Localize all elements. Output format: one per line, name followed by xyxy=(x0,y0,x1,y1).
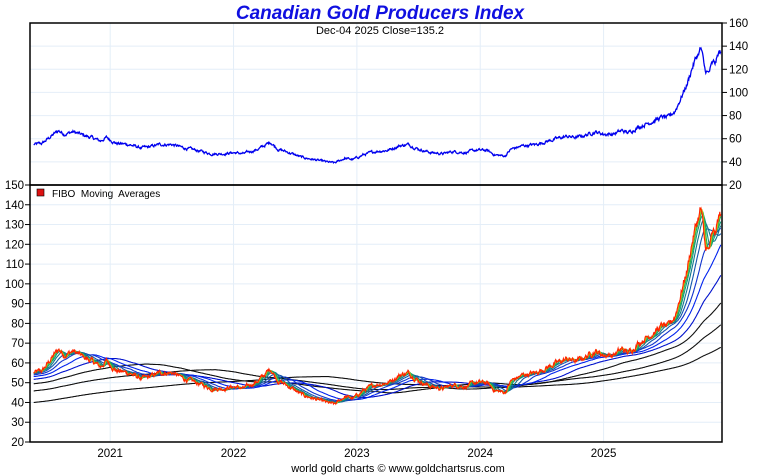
ma-line-144 xyxy=(33,275,722,399)
y-tick-label: 160 xyxy=(729,18,748,30)
y-tick-label: 60 xyxy=(729,134,742,146)
ma-line-377 xyxy=(33,324,722,392)
top-panel-series xyxy=(33,46,722,165)
x-axis: 2021 2022 2023 2024 2025 xyxy=(97,448,616,460)
legend-label: FIBO Moving Averages xyxy=(52,189,160,200)
x-tick-label: 2023 xyxy=(344,448,370,460)
y-tick-label: 40 xyxy=(11,397,24,409)
y-tick-label: 140 xyxy=(729,41,748,53)
bottom-panel-grid xyxy=(30,184,722,443)
top-panel-grid xyxy=(30,22,722,186)
legend-swatch xyxy=(36,188,45,197)
chart-subtitle: Dec-04 2025 Close=135.2 xyxy=(316,25,444,37)
y-tick-label: 120 xyxy=(5,239,24,251)
top-y-axis: 20 40 60 80 100 120 140 160 xyxy=(721,18,748,192)
y-tick-label: 50 xyxy=(11,378,24,390)
x-tick-label: 2022 xyxy=(221,448,247,460)
y-tick-label: 80 xyxy=(729,111,742,123)
y-tick-label: 70 xyxy=(11,338,24,350)
x-tick-label: 2024 xyxy=(467,448,493,460)
top-panel-frame xyxy=(29,22,723,186)
bottom-panel-series xyxy=(33,206,722,406)
y-tick-label: 110 xyxy=(6,259,24,271)
y-tick-label: 150 xyxy=(5,180,24,192)
chart-title: Canadian Gold Producers Index xyxy=(236,3,526,24)
y-tick-label: 20 xyxy=(11,437,24,449)
ma-line-610 xyxy=(33,346,722,404)
ma-line-233 xyxy=(33,302,722,394)
x-tick-label: 2025 xyxy=(591,448,617,460)
y-tick-label: 30 xyxy=(11,417,24,429)
y-tick-label: 100 xyxy=(729,87,748,99)
ma-line-8 xyxy=(33,210,722,404)
y-tick-label: 60 xyxy=(11,358,24,370)
y-tick-label: 130 xyxy=(5,220,24,232)
y-tick-label: 90 xyxy=(11,299,24,311)
bottom-y-axis: 20 30 40 50 60 70 80 90 100 110 120 130 140 150 xyxy=(5,180,30,449)
y-tick-label: 80 xyxy=(11,318,24,330)
footer-credit: world gold charts © www.goldchartsrus.co… xyxy=(290,463,505,475)
y-tick-label: 40 xyxy=(729,157,742,169)
y-tick-label: 120 xyxy=(729,64,748,76)
legend: FIBO Moving Averages xyxy=(36,188,160,200)
price-line-bottom xyxy=(33,206,722,406)
price-line-top xyxy=(33,46,722,165)
bottom-panel-frame xyxy=(29,184,723,443)
y-tick-label: 140 xyxy=(5,200,24,212)
x-tick-label: 2021 xyxy=(97,448,123,460)
y-tick-label: 100 xyxy=(5,279,24,291)
y-tick-label: 20 xyxy=(729,180,742,192)
